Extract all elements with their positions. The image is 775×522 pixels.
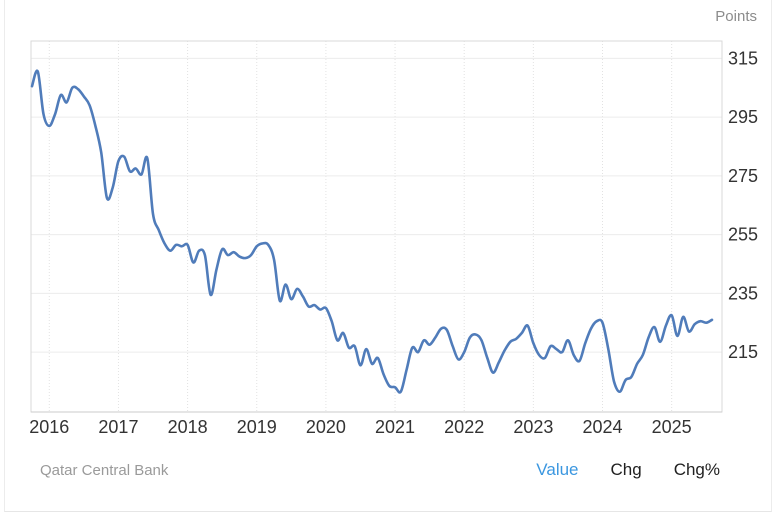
y-axis-tick-label: 295 <box>728 107 758 127</box>
toggle-chg[interactable]: Chg <box>610 460 642 479</box>
y-axis-units-label: Points <box>715 8 757 25</box>
y-axis-tick-label: 235 <box>728 283 758 303</box>
mode-toggle-group: Value Chg Chg% <box>536 460 720 480</box>
y-axis-tick-label: 215 <box>728 342 758 362</box>
x-axis-tick-label: 2023 <box>513 417 553 437</box>
line-chart-canvas[interactable]: 2016 2017 2018 2019 2020 2021 2022 2023 2024 2025… <box>0 0 775 448</box>
x-axis-tick-label: 2020 <box>306 417 346 437</box>
y-axis-tick-label: 315 <box>728 48 758 68</box>
x-axis-tick-label: 2016 <box>29 417 69 437</box>
x-axis-tick-label: 2021 <box>375 417 415 437</box>
toggle-chg-percent[interactable]: Chg% <box>673 460 720 479</box>
plot-border <box>30 40 723 413</box>
y-axis-tick-label: 255 <box>728 225 758 245</box>
x-axis-tick-label: 2019 <box>237 417 277 437</box>
y-axis-tick-label: 275 <box>728 166 758 186</box>
x-axis-tick-label: 2017 <box>98 417 138 437</box>
source-link[interactable]: Qatar Central Bank <box>40 461 169 479</box>
price-line <box>30 69 714 394</box>
x-axis-tick-label: 2018 <box>168 417 208 437</box>
x-axis-tick-label: 2025 <box>652 417 692 437</box>
axis-labels: 2016 2017 2018 2019 2020 2021 2022 2023 2024 2025… <box>29 48 758 437</box>
toggle-value[interactable]: Value <box>536 460 579 479</box>
chart-footer: Qatar Central Bank Value Chg Chg% <box>0 456 775 484</box>
x-axis-tick-label: 2022 <box>444 417 484 437</box>
gridlines <box>31 41 722 412</box>
x-axis-tick-label: 2024 <box>582 417 622 437</box>
